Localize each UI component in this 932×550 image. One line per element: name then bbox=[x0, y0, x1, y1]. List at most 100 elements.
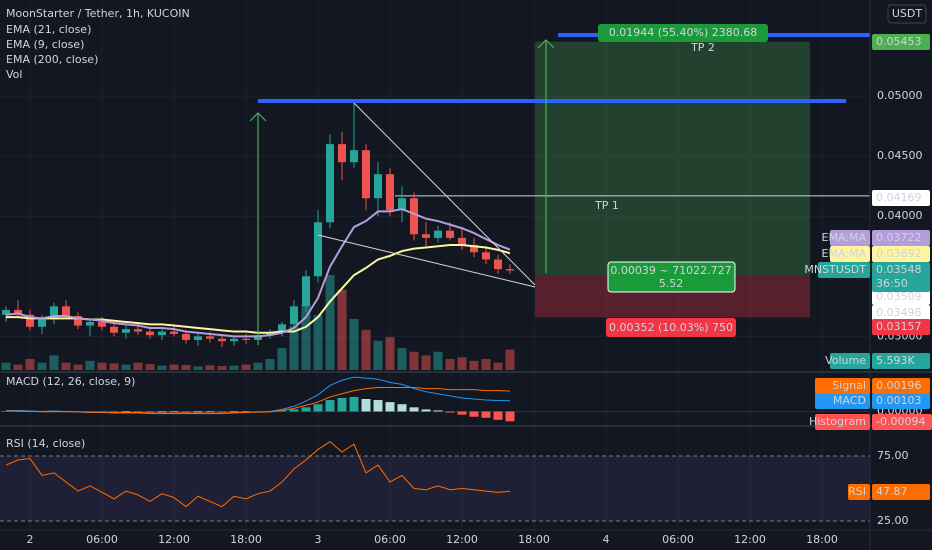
x-tick-label: 4 bbox=[603, 533, 610, 546]
series-line bbox=[5, 441, 511, 508]
symbol-tag: MNSTUSDT bbox=[804, 263, 866, 276]
histogram-bar bbox=[277, 410, 287, 412]
y-tick-label: 0.04000 bbox=[877, 209, 923, 222]
volume-bar bbox=[313, 315, 323, 370]
volume-bar bbox=[349, 318, 359, 370]
candle-body bbox=[482, 252, 490, 260]
annotation-box bbox=[606, 318, 736, 337]
x-tick-label: 3 bbox=[315, 533, 322, 546]
candle-body bbox=[242, 338, 250, 340]
candle-body bbox=[50, 306, 58, 320]
histogram-bar bbox=[109, 411, 119, 413]
arrow-head bbox=[249, 112, 267, 122]
volume-bar bbox=[361, 329, 371, 370]
symbol-tag-box bbox=[818, 262, 870, 278]
candle-body bbox=[170, 331, 178, 334]
annotation: TP 2 bbox=[690, 41, 715, 54]
candle-body bbox=[278, 324, 286, 333]
annotation: 5.52 bbox=[659, 277, 684, 290]
candle-body bbox=[158, 331, 166, 336]
candle-body bbox=[134, 329, 142, 332]
annotation-box bbox=[598, 24, 768, 42]
volume-bar bbox=[229, 365, 239, 370]
histogram-bar bbox=[445, 411, 455, 413]
histogram-bar bbox=[421, 409, 431, 412]
y-tick-label: 25.00 bbox=[877, 514, 909, 527]
candle-body bbox=[62, 306, 70, 316]
candle-body bbox=[470, 245, 478, 253]
x-tick-label: 12:00 bbox=[734, 533, 766, 546]
histogram-bar bbox=[145, 411, 155, 413]
unit-label[interactable]: USDT bbox=[892, 7, 923, 20]
series-tag: RSI bbox=[848, 485, 866, 498]
candle-body bbox=[506, 269, 514, 271]
volume-bar bbox=[373, 340, 383, 370]
candle-body bbox=[110, 326, 118, 333]
histogram-bar bbox=[337, 397, 347, 412]
unit-box[interactable] bbox=[887, 4, 927, 24]
histogram-bar bbox=[373, 400, 383, 412]
volume-bar bbox=[421, 355, 431, 370]
volume-bar bbox=[109, 363, 119, 370]
candle-body bbox=[290, 306, 298, 325]
histogram-bar bbox=[205, 411, 215, 413]
series-value-box bbox=[872, 378, 930, 394]
histogram-bar bbox=[157, 411, 167, 413]
annotation: 0.00352 (10.03%) 750 bbox=[609, 321, 733, 334]
trend-line bbox=[317, 234, 536, 288]
series-tag: EMA:MA bbox=[822, 231, 867, 244]
volume-bar bbox=[397, 348, 407, 370]
histogram-bar bbox=[133, 411, 143, 413]
histogram-value-box bbox=[872, 414, 932, 430]
volume-bar bbox=[25, 359, 35, 370]
volume-bar bbox=[181, 364, 191, 370]
volume-bar bbox=[133, 362, 143, 370]
level-label: 0.03157 bbox=[876, 320, 922, 333]
candle-body bbox=[266, 332, 274, 336]
series-value: 0.03692 bbox=[876, 247, 922, 260]
x-tick-label: 18:00 bbox=[230, 533, 262, 546]
histogram-tag-box bbox=[815, 414, 870, 430]
series-value-box bbox=[872, 484, 930, 500]
series-value-box bbox=[872, 246, 930, 262]
histogram-value: -0.00094 bbox=[876, 415, 925, 428]
volume-bar bbox=[217, 365, 227, 370]
series-line bbox=[5, 387, 511, 414]
volume-bar bbox=[253, 362, 263, 370]
histogram-bar bbox=[313, 404, 323, 412]
histogram-bar bbox=[385, 402, 395, 412]
candle-body bbox=[302, 276, 310, 307]
level-label-box bbox=[872, 305, 930, 321]
x-tick-label: 06:00 bbox=[662, 533, 694, 546]
x-tick-label: 12:00 bbox=[158, 533, 190, 546]
volume-bar bbox=[73, 364, 83, 370]
volume-tag-box bbox=[830, 353, 870, 369]
level-label-box bbox=[872, 190, 930, 206]
candle-body bbox=[494, 259, 502, 270]
candle-body bbox=[374, 174, 382, 199]
last-price: 0.03548 bbox=[876, 263, 922, 276]
histogram-bar bbox=[361, 399, 371, 412]
candle-body bbox=[206, 336, 214, 339]
histogram-bar bbox=[349, 396, 359, 412]
last-price-box bbox=[872, 262, 930, 278]
series-value: 0.00196 bbox=[876, 379, 922, 392]
volume-bar bbox=[469, 360, 479, 370]
target-zone bbox=[535, 41, 810, 276]
legend-entry: EMA (21, close) bbox=[6, 23, 91, 36]
candle-body bbox=[98, 321, 106, 327]
level-label: 0.05453 bbox=[876, 35, 922, 48]
annotation-box bbox=[607, 261, 736, 293]
series-tag: Signal bbox=[832, 379, 866, 392]
volume-bar bbox=[121, 364, 131, 370]
series-tag-box bbox=[830, 230, 870, 246]
histogram-bar bbox=[397, 404, 407, 412]
chart-title: MoonStarter / Tether, 1h, KUCOIN bbox=[6, 7, 190, 20]
position-box bbox=[395, 41, 870, 318]
candle-body bbox=[398, 198, 406, 211]
volume-bar bbox=[13, 364, 23, 370]
x-tick-label: 2 bbox=[27, 533, 34, 546]
candle-body bbox=[386, 174, 394, 211]
histogram-bar bbox=[433, 410, 443, 412]
